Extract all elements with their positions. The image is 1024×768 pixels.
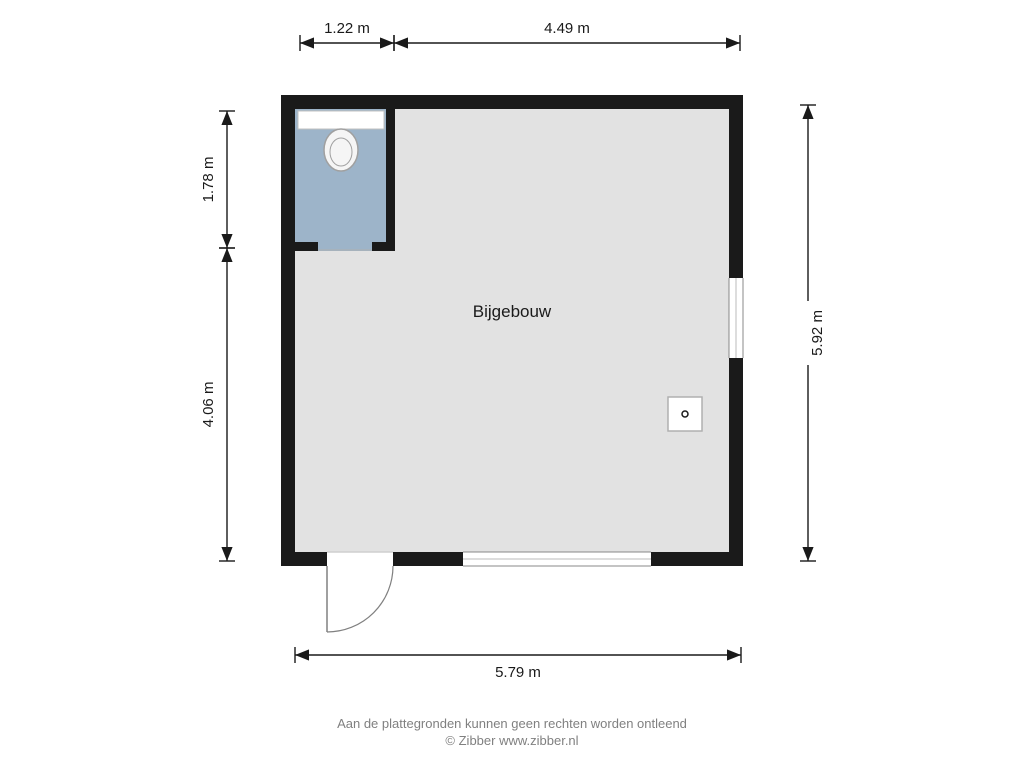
wc-counter (298, 111, 384, 129)
dim-left-2: 4.06 m (198, 248, 235, 561)
dim-top-1-label: 1.22 m (324, 20, 370, 37)
disclaimer-line1: Aan de plattegronden kunnen geen rechten… (337, 716, 687, 731)
dim-top-2: 4.49 m (394, 19, 740, 51)
dim-bottom-label: 5.79 m (495, 664, 541, 681)
dim-top-2-label: 4.49 m (544, 20, 590, 37)
outlet-box (668, 397, 702, 431)
floorplan-canvas: Bijgebouw 1.22 m 4.49 m 1.78 m 4.06 m 5.92 m 5… (0, 0, 1024, 768)
dim-bottom: 5.79 m (295, 647, 741, 681)
dim-top-1: 1.22 m (300, 19, 394, 51)
disclaimer-line2: © Zibber www.zibber.nl (445, 733, 578, 748)
dim-left-1: 1.78 m (198, 111, 235, 248)
dim-right-label: 5.92 m (809, 310, 826, 356)
floorplan-svg: Bijgebouw 1.22 m 4.49 m 1.78 m 4.06 m 5.92 m 5… (0, 0, 1024, 768)
disclaimer: Aan de plattegronden kunnen geen rechten… (0, 715, 1024, 750)
entry-door-gap (327, 552, 393, 566)
toilet-icon (324, 129, 358, 171)
room-label-bijgebouw: Bijgebouw (473, 302, 552, 321)
dim-left-1-label: 1.78 m (200, 157, 217, 203)
wc-wall-right (386, 109, 395, 251)
entry-door-arc (327, 566, 393, 632)
dim-left-2-label: 4.06 m (200, 382, 217, 428)
dim-right: 5.92 m (800, 105, 826, 561)
